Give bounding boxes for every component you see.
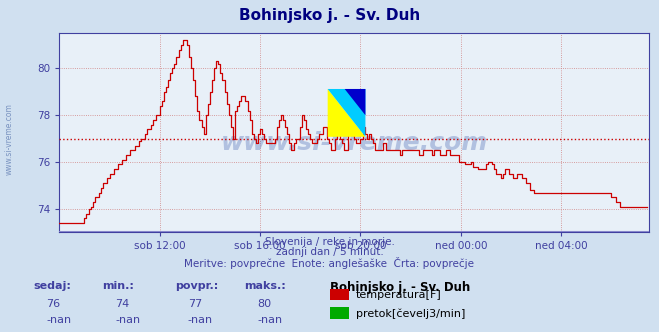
Text: Bohinjsko j. - Sv. Duh: Bohinjsko j. - Sv. Duh <box>239 8 420 23</box>
Text: pretok[čevelj3/min]: pretok[čevelj3/min] <box>356 308 465 319</box>
Polygon shape <box>345 89 366 115</box>
Text: www.si-vreme.com: www.si-vreme.com <box>221 131 488 155</box>
Text: 77: 77 <box>188 299 202 309</box>
Text: -nan: -nan <box>257 315 282 325</box>
Text: Slovenija / reke in morje.: Slovenija / reke in morje. <box>264 237 395 247</box>
Text: zadnji dan / 5 minut.: zadnji dan / 5 minut. <box>275 247 384 257</box>
Text: -nan: -nan <box>46 315 71 325</box>
Polygon shape <box>328 89 366 137</box>
Text: temperatura[F]: temperatura[F] <box>356 290 442 300</box>
Text: www.si-vreme.com: www.si-vreme.com <box>5 104 14 175</box>
Text: -nan: -nan <box>188 315 213 325</box>
Text: povpr.:: povpr.: <box>175 281 218 290</box>
Text: Bohinjsko j. - Sv. Duh: Bohinjsko j. - Sv. Duh <box>330 281 470 293</box>
Polygon shape <box>328 89 366 137</box>
Text: Meritve: povprečne  Enote: anglešaške  Črta: povprečje: Meritve: povprečne Enote: anglešaške Črt… <box>185 257 474 269</box>
Text: sedaj:: sedaj: <box>33 281 71 290</box>
Text: 74: 74 <box>115 299 130 309</box>
Text: -nan: -nan <box>115 315 140 325</box>
Text: 76: 76 <box>46 299 60 309</box>
Text: min.:: min.: <box>102 281 134 290</box>
Text: 80: 80 <box>257 299 271 309</box>
Text: maks.:: maks.: <box>244 281 285 290</box>
